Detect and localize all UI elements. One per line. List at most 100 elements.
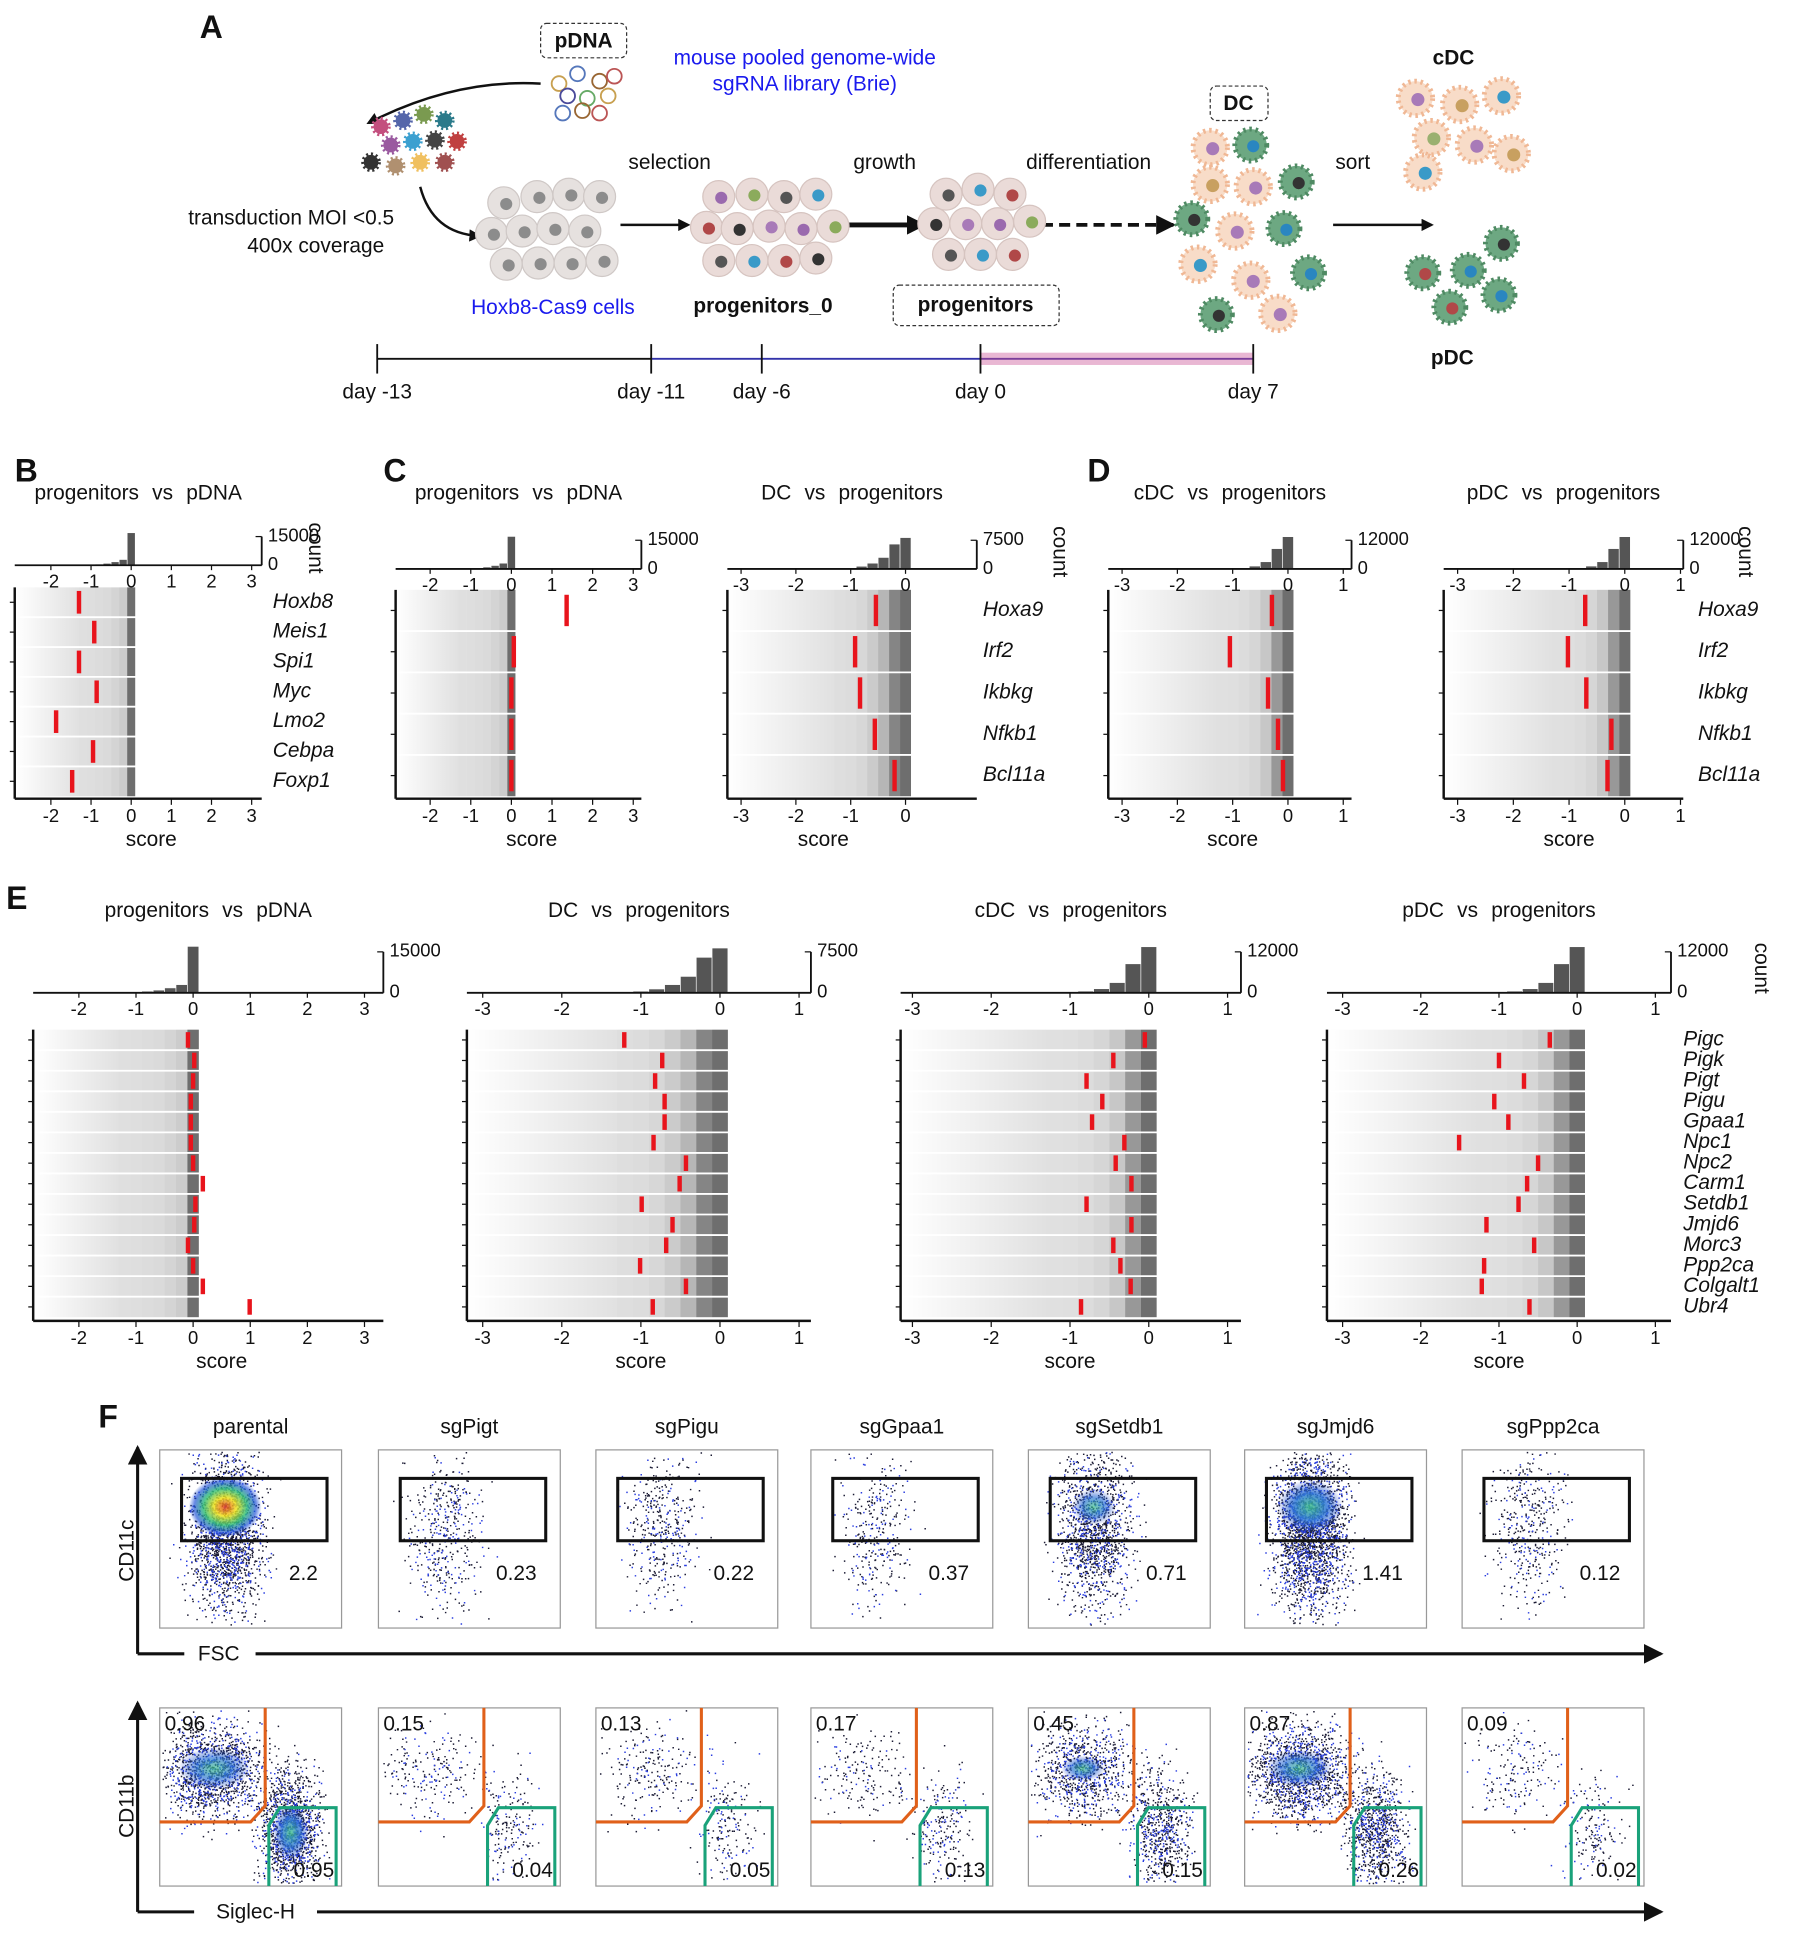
nucleus	[765, 221, 778, 234]
x-tick-label: 0	[900, 805, 910, 826]
score-mark	[1113, 1155, 1118, 1171]
gate	[1569, 1806, 1641, 1887]
density-band	[1563, 589, 1575, 797]
x-tick-label: -1	[1224, 805, 1240, 826]
score-mark	[564, 594, 569, 627]
hist-bar	[680, 976, 697, 994]
gene-label: Lmo2	[273, 709, 326, 732]
score-mark	[1280, 759, 1286, 792]
plasmid	[591, 72, 608, 90]
x-axis-label: score	[615, 1350, 666, 1373]
x-tick-label: -2	[1505, 805, 1521, 826]
nucleus	[1246, 274, 1260, 288]
cells-label: Hoxb8-Cas9 cells	[471, 296, 635, 319]
plot-frame	[377, 1449, 561, 1629]
virus	[403, 131, 423, 152]
nucleus	[549, 223, 562, 236]
gene-label: Pigt	[1683, 1069, 1720, 1092]
panel-label: F	[98, 1399, 118, 1435]
x-axis-label: score	[1473, 1350, 1524, 1373]
density-core	[272, 1804, 309, 1862]
x-tick-label: 3	[247, 805, 257, 826]
x-tick-label: 0	[1572, 1327, 1582, 1348]
axis-label: CD11b	[115, 1774, 138, 1837]
score-mark	[622, 1032, 627, 1048]
density-core	[188, 1476, 262, 1538]
x-tick-label: 0	[188, 1327, 198, 1348]
nucleus	[565, 189, 578, 202]
hist-y-tick-label: 0	[268, 553, 278, 574]
gene-label: Irf2	[983, 639, 1014, 662]
x-tick-label: -1	[463, 805, 479, 826]
count-label: count	[1750, 943, 1773, 994]
gate-percent: 0.09	[1467, 1713, 1508, 1736]
library-label: mouse pooled genome-wide	[674, 47, 936, 70]
x-tick-label: -3	[475, 1327, 491, 1348]
hist-bar	[1607, 548, 1620, 570]
plasmid	[599, 87, 617, 105]
hist-y-tick-label: 12000	[1358, 528, 1409, 549]
gate-percent: 0.22	[713, 1562, 754, 1585]
density-band	[1585, 589, 1597, 797]
score-mark	[53, 710, 59, 733]
gene-label: Morc3	[1683, 1233, 1741, 1256]
gate	[267, 1806, 338, 1887]
density-band	[474, 589, 483, 797]
x-tick-label: 0	[1620, 805, 1630, 826]
plot-title: progenitors vs pDNA	[415, 481, 622, 504]
panel-label: B	[15, 453, 38, 489]
nucleus	[534, 258, 547, 271]
virus	[434, 110, 455, 131]
hist-x-tick-label: 3	[247, 570, 257, 591]
nucleus	[487, 228, 500, 241]
arrow	[366, 81, 541, 125]
x-axis-label: score	[798, 828, 849, 851]
score-mark	[1582, 594, 1588, 627]
hist-x-tick-label: -3	[904, 998, 920, 1019]
gate-percent: 0.17	[816, 1713, 857, 1736]
hist-x-tick-label: -2	[983, 998, 999, 1019]
x-tick-label: 2	[206, 805, 216, 826]
hist-x-tick-label: 0	[506, 574, 516, 595]
hist-y-tick-label: 0	[648, 557, 658, 578]
plot-frame	[1027, 1449, 1211, 1629]
gate	[485, 1806, 557, 1887]
gate	[1462, 1707, 1570, 1824]
hist-y-tick-label: 0	[1689, 557, 1699, 578]
gene-label: Ubr4	[1683, 1294, 1728, 1317]
nucleus	[780, 255, 793, 268]
score-mark	[1128, 1278, 1133, 1295]
gene-label: Carm1	[1683, 1171, 1746, 1194]
score-mark	[1547, 1032, 1553, 1048]
plot-title: cDC vs progenitors	[1134, 481, 1326, 504]
hist-x-tick-label: -1	[463, 574, 479, 595]
timeline-label: day -13	[342, 381, 412, 404]
plasmid	[554, 104, 572, 122]
hist-x-tick-label: 1	[1338, 574, 1348, 595]
density-band	[1238, 589, 1250, 797]
gate-percent: 0.26	[1378, 1859, 1419, 1882]
virus	[371, 116, 391, 137]
sample-title: sgPigt	[440, 1415, 498, 1438]
score-mark	[76, 590, 82, 614]
panel-a: A pDNA mouse pooled genome-wide sgRNA li…	[188, 9, 1474, 404]
hist-x-tick-label: -1	[1561, 574, 1577, 595]
hist-bar	[899, 537, 912, 570]
plot-title: pDC vs progenitors	[1402, 899, 1595, 922]
hist-x-tick-label: -2	[71, 998, 87, 1019]
density-fade	[1443, 589, 1553, 797]
density-band	[834, 589, 846, 797]
hist-x-tick-label: -1	[128, 998, 144, 1019]
axis-label: FSC	[198, 1643, 240, 1666]
nucleus	[942, 189, 955, 202]
nucleus	[1292, 177, 1305, 190]
gate	[1028, 1707, 1136, 1824]
hist-y-tick-label: 0	[983, 557, 993, 578]
plot-title: DC vs progenitors	[548, 899, 730, 922]
nucleus	[748, 255, 761, 268]
nucleus	[1304, 267, 1318, 281]
x-tick-label: -2	[1413, 1327, 1429, 1348]
score-mark	[1584, 677, 1589, 709]
plasmid	[574, 102, 591, 119]
score-mark	[188, 1093, 194, 1110]
